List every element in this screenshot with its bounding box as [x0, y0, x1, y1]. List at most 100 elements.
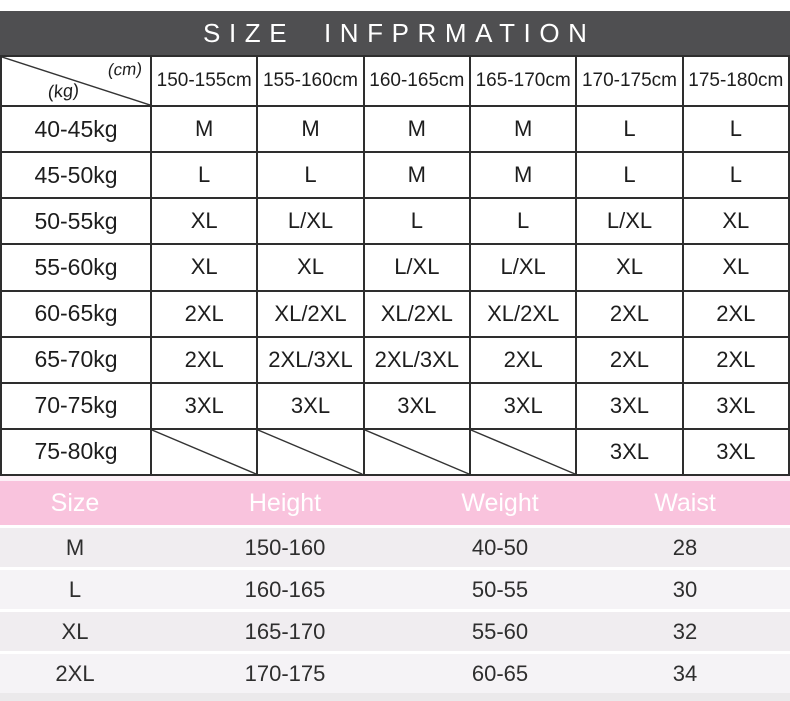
measurement-row: XL 165-170 55-60 32 [0, 609, 790, 651]
top-strip [0, 0, 790, 11]
weight-row: 75-80kg 3XL 3XL [0, 427, 790, 477]
size-cell: 3XL [256, 381, 365, 430]
weight-row: 50-55kg XL L/XL L L L/XL XL [0, 197, 790, 246]
size-cell: XL [256, 243, 365, 292]
matrix-body: 40-45kg M M M M L L 45-50kg L L M M L L 50-55kg XL L/XL L… [0, 104, 790, 477]
size-cell: 2XL/3XL [256, 335, 365, 384]
size-cell: M [468, 104, 578, 154]
measurement-cell: 60-65 [471, 660, 529, 686]
size-cell: L/XL [256, 197, 365, 246]
weight-row-label: 45-50kg [0, 151, 152, 200]
size-cell: L [681, 151, 790, 200]
size-cell: 2XL [575, 289, 684, 338]
measurement-cell: 170-175 [244, 660, 326, 686]
measurement-cell: 34 [672, 660, 698, 686]
measurement-cell: 28 [672, 534, 698, 560]
measurement-cell: 160-165 [244, 576, 326, 602]
size-cell: L [575, 104, 684, 154]
height-column-header: 155-160cm [256, 55, 365, 107]
weight-row-label: 55-60kg [0, 243, 152, 292]
size-cell: 2XL/3XL [362, 335, 471, 384]
size-cell: 3XL [149, 381, 259, 430]
weight-row: 55-60kg XL XL L/XL L/XL XL XL [0, 243, 790, 292]
measurement-cell: 165-170 [244, 618, 326, 644]
measurement-header-cell: Waist [654, 488, 716, 517]
weight-row-label: 50-55kg [0, 197, 152, 246]
measurement-cell: 150-160 [244, 534, 326, 560]
measurement-body: M 150-160 40-50 28 L 160-165 50-55 30 XL 165-170 5… [0, 525, 790, 693]
size-cell: 2XL [681, 289, 790, 338]
size-cell: 2XL [681, 335, 790, 384]
measurement-header-cell: Height [248, 488, 322, 517]
height-column-header: 175-180cm [681, 55, 790, 107]
measurement-cell: 2XL [55, 660, 95, 686]
size-cell: 3XL [575, 427, 684, 477]
size-cell: 3XL [681, 381, 790, 430]
size-cell: XL [149, 243, 259, 292]
size-cell: L [256, 151, 365, 200]
measurement-header-cell: Weight [461, 488, 539, 517]
empty-cell-diagonal [468, 427, 578, 477]
size-cell: 2XL [149, 289, 259, 338]
measurement-table: Size Height Weight Waist M 150-160 40-50 28 L 16… [0, 481, 790, 693]
measurement-header-cell: Size [50, 488, 100, 517]
measurement-cell: 50-55 [471, 576, 529, 602]
weight-row: 45-50kg L L M M L L [0, 151, 790, 200]
size-cell: L/XL [468, 243, 578, 292]
size-cell: 2XL [149, 335, 259, 384]
size-cell: 3XL [575, 381, 684, 430]
title-bar: SIZE INFPRMATION [0, 11, 790, 55]
size-cell: M [256, 104, 365, 154]
size-cell: XL [149, 197, 259, 246]
size-cell: 2XL [575, 335, 684, 384]
matrix-header-row: (cm) (kg) 150-155cm 155-160cm 160-165cm 165… [0, 55, 790, 107]
measurement-cell: 55-60 [471, 618, 529, 644]
bottom-strip [0, 693, 790, 701]
size-cell: 3XL [468, 381, 578, 430]
measurement-header-row: Size Height Weight Waist [0, 481, 790, 525]
weight-row: 70-75kg 3XL 3XL 3XL 3XL 3XL 3XL [0, 381, 790, 430]
weight-row: 60-65kg 2XL XL/2XL XL/2XL XL/2XL 2XL 2XL [0, 289, 790, 338]
measurement-row: L 160-165 50-55 30 [0, 567, 790, 609]
corner-diagonal-line [2, 57, 150, 105]
height-column-header: 150-155cm [149, 55, 259, 107]
weight-row-label: 70-75kg [0, 381, 152, 430]
size-cell: 3XL [362, 381, 471, 430]
size-cell: XL/2XL [468, 289, 578, 338]
size-cell: L/XL [362, 243, 471, 292]
size-cell: L [681, 104, 790, 154]
size-cell: M [362, 151, 471, 200]
empty-cell-diagonal [362, 427, 471, 477]
measurement-cell: 30 [672, 576, 698, 602]
measurement-row: M 150-160 40-50 28 [0, 525, 790, 567]
size-cell: XL [575, 243, 684, 292]
height-column-header: 160-165cm [362, 55, 471, 107]
corner-cm-unit-label: (cm) [106, 59, 144, 80]
height-column-header: 165-170cm [468, 55, 578, 107]
weight-row-label: 75-80kg [0, 427, 152, 477]
size-cell: XL [681, 243, 790, 292]
corner-kg-unit-label: (kg) [47, 79, 80, 103]
size-cell: L [362, 197, 471, 246]
size-cell: L/XL [575, 197, 684, 246]
empty-cell-diagonal [256, 427, 365, 477]
size-cell: XL/2XL [256, 289, 365, 338]
size-cell: M [468, 151, 578, 200]
weight-row-label: 60-65kg [0, 289, 152, 338]
weight-row-label: 65-70kg [0, 335, 152, 384]
size-cell: 3XL [681, 427, 790, 477]
measurement-cell: XL [61, 618, 89, 644]
weight-row-label: 40-45kg [0, 104, 152, 154]
measurement-cell: M [65, 534, 85, 560]
weight-row: 40-45kg M M M M L L [0, 104, 790, 154]
empty-cell-diagonal [149, 427, 259, 477]
matrix-corner-cell: (cm) (kg) [0, 55, 152, 107]
page-title: SIZE INFPRMATION [203, 17, 596, 48]
size-cell: L [575, 151, 684, 200]
measurement-cell: 40-50 [471, 534, 529, 560]
weight-row: 65-70kg 2XL 2XL/3XL 2XL/3XL 2XL 2XL 2XL [0, 335, 790, 384]
measurement-row: 2XL 170-175 60-65 34 [0, 651, 790, 693]
height-column-header: 170-175cm [575, 55, 684, 107]
size-cell: L [149, 151, 259, 200]
